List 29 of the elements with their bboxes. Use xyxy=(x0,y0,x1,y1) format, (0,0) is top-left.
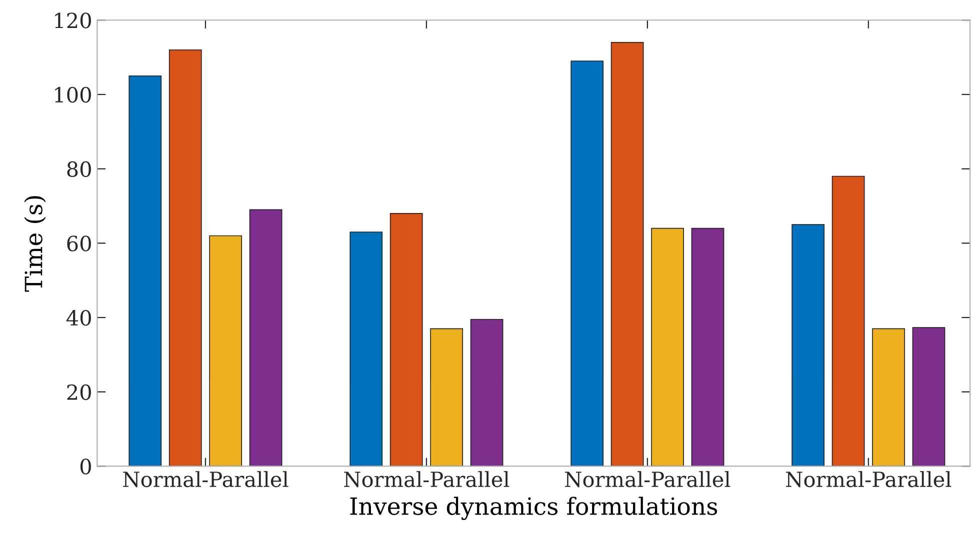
bar xyxy=(610,42,644,466)
y-tick-label: 0 xyxy=(80,458,91,474)
y-tick-label: 40 xyxy=(66,310,91,326)
y-tick-label: 20 xyxy=(67,384,91,400)
x-tick-label: Normal-Parallel xyxy=(565,471,730,488)
y-tick-label: 80 xyxy=(67,161,91,178)
bar xyxy=(691,228,724,466)
bar xyxy=(872,328,905,466)
y-tick-label: 120 xyxy=(55,12,91,28)
bar xyxy=(168,49,202,466)
bar xyxy=(350,232,383,466)
bar xyxy=(209,235,242,466)
bar xyxy=(430,328,464,466)
bar xyxy=(912,327,946,466)
y-tick-label: 60 xyxy=(67,236,91,252)
bar xyxy=(128,75,162,466)
bar xyxy=(249,209,282,466)
x-tick-label: Normal-Parallel xyxy=(123,471,288,488)
y-tick-label: 100 xyxy=(55,86,91,103)
y-axis-title: Time (s) xyxy=(24,196,46,292)
x-tick-label: Normal-Parallel xyxy=(344,471,510,488)
bar xyxy=(832,176,865,466)
bar xyxy=(470,318,504,466)
x-tick-label: Normal-Parallel xyxy=(786,471,952,488)
x-axis-title: Inverse dynamics formulations xyxy=(350,496,718,520)
bar xyxy=(792,224,825,466)
bar xyxy=(651,228,684,466)
bar xyxy=(570,60,604,466)
bar xyxy=(390,213,423,466)
